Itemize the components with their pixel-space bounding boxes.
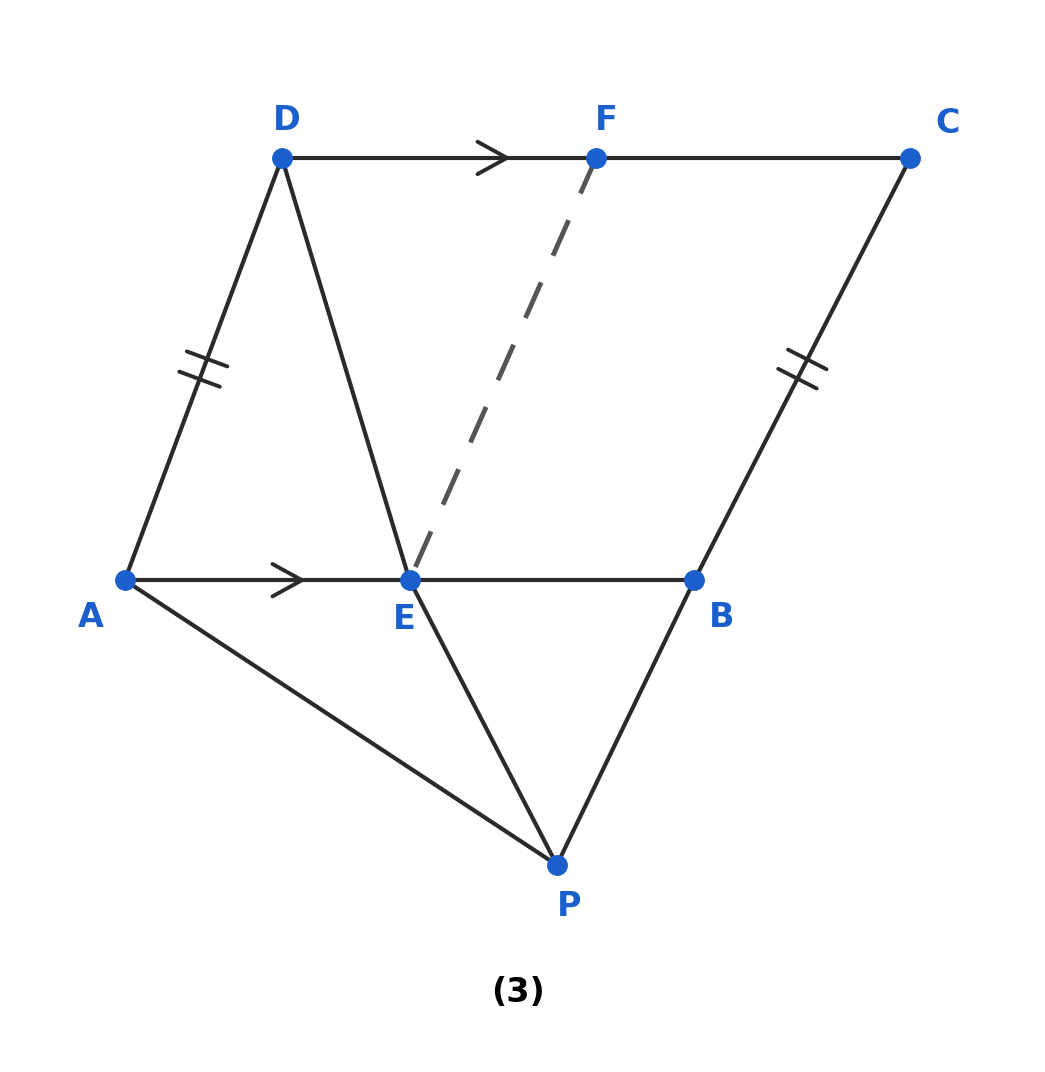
Text: F: F (595, 104, 618, 137)
Text: D: D (273, 104, 301, 137)
Text: (3): (3) (491, 977, 544, 1009)
Text: C: C (935, 107, 960, 140)
Text: A: A (77, 601, 103, 634)
Text: E: E (393, 602, 416, 636)
Text: P: P (556, 890, 581, 923)
Text: B: B (710, 601, 735, 634)
